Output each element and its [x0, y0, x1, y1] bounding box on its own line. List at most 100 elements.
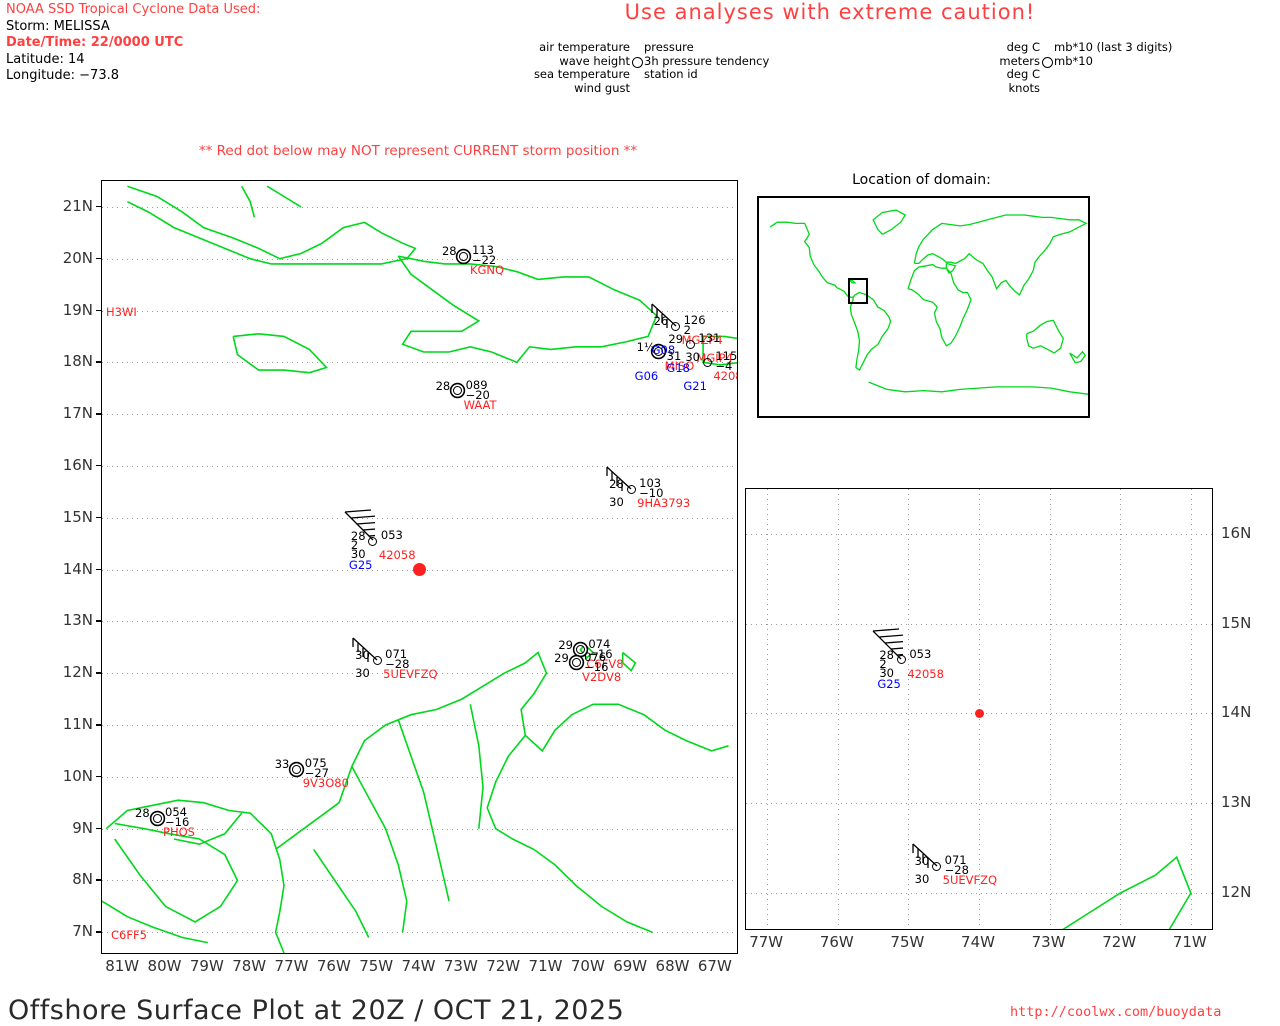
legend-left-label: deg C: [1006, 40, 1040, 54]
wind-barb-icon: [650, 303, 677, 329]
station-pressure-tendency: −27: [304, 766, 329, 781]
lat-tick-mark: [96, 724, 102, 726]
station-pressure: 074: [588, 636, 611, 651]
lat-tick-mark: [96, 775, 102, 778]
lat-tick-mark: [96, 257, 102, 260]
legend-left-label: air temperature: [539, 40, 630, 54]
zoom-lat-tick-label: 14N: [1221, 703, 1252, 722]
station-pressure-tendency: −20: [465, 387, 490, 402]
coastline-path: [486, 734, 653, 934]
gridline-horizontal: [102, 518, 737, 519]
station-id-label: MGIP4: [696, 351, 733, 366]
station-wave-height: 2: [350, 538, 359, 553]
legend-left-label: sea temperature: [533, 67, 630, 81]
station-pressure-tendency: −22: [471, 253, 497, 268]
storm-position-dot[interactable]: [413, 563, 426, 577]
station-id-label: MGZP4: [681, 333, 723, 348]
zoom-lat-tick-label: 12N: [1221, 883, 1252, 902]
location-inset-panel[interactable]: [757, 196, 1090, 418]
gridline-horizontal: [102, 932, 737, 933]
wind-barb-icon: [872, 627, 904, 660]
station-pressure-tendency: −28: [944, 863, 969, 878]
legend-right-label: pressure: [644, 40, 694, 54]
main-map-coastline: [102, 185, 737, 953]
header-storm: Storm: MELISSA: [6, 18, 110, 34]
station-symbol-icon[interactable]: [685, 339, 695, 349]
station-wind-gust: G25: [877, 676, 901, 691]
lon-tick-label: 79W: [189, 957, 224, 975]
station-symbol-icon[interactable]: [702, 357, 712, 367]
station-pressure: 075: [304, 756, 327, 771]
gridline-horizontal: [746, 803, 1212, 804]
caution-banner: Use analyses with extreme caution!: [0, 0, 1280, 24]
wind-barb-icon: [352, 637, 378, 663]
station-pressure-tendency: −10: [639, 486, 664, 501]
station-air-temperature: 30: [355, 648, 370, 663]
station-pressure: 103: [639, 476, 662, 491]
station-symbol-icon[interactable]: [896, 655, 906, 665]
lat-tick-label: 18N: [62, 352, 93, 371]
station-air-temperature: 33: [274, 757, 290, 772]
station-id-label: 9V3O80: [302, 776, 349, 791]
station-pressure: 089: [465, 377, 488, 392]
main-map-panel[interactable]: 28 113 −22 KGNQ 28 089 −20 WAAT 28 30 103 −10 9HA379…: [101, 180, 738, 954]
station-symbol-icon[interactable]: [368, 536, 378, 546]
lon-tick-label: 73W: [443, 957, 478, 975]
coastline-path: [1062, 855, 1192, 929]
station-symbol-icon[interactable]: [654, 347, 664, 357]
station-pressure: 053: [909, 646, 932, 661]
coastline-path: [102, 900, 208, 944]
gridline-horizontal: [746, 624, 1212, 625]
main-map-stations: 28 113 −22 KGNQ 28 089 −20 WAAT 28 30 103 −10 9HA379…: [102, 181, 737, 953]
storm-position-dot[interactable]: [974, 708, 984, 718]
coastline-path: [469, 704, 484, 829]
gridline-horizontal: [746, 893, 1212, 894]
station-id-label: V2DV8: [582, 669, 622, 684]
station-pressure: 053: [380, 528, 403, 543]
zoom-lon-tick-label: 76W: [819, 933, 854, 951]
station-air-temperature: 1½: [636, 339, 656, 354]
zoom-inset-coastline: [1062, 855, 1192, 929]
header-datetime: Date/Time: 22/0000 UTC: [6, 35, 184, 50]
station-symbol-icon[interactable]: [152, 813, 162, 823]
zoom-inset-panel[interactable]: 28 2 30 053 42058 G25 30 30 071 −28 5UEVFZQ: [745, 488, 1213, 930]
lat-tick-mark: [96, 672, 102, 674]
lat-tick-label: 19N: [62, 300, 93, 319]
station-symbol-icon[interactable]: [459, 251, 469, 261]
lat-tick-label: 13N: [62, 611, 93, 630]
station-wind-gust: G25: [348, 558, 373, 573]
lat-tick-label: 7N: [72, 922, 93, 941]
edge-station-label: H3WI: [106, 305, 137, 320]
gridline-horizontal: [102, 466, 737, 467]
station-sea-temperature: 30: [879, 665, 894, 680]
station-id-label: PHOS: [163, 825, 195, 840]
legend-left-label: deg C: [1006, 67, 1040, 81]
station-symbol-icon[interactable]: [575, 645, 585, 655]
wind-barb-icon: [344, 509, 375, 541]
station-symbol-icon[interactable]: [671, 321, 681, 331]
station-symbol-icon[interactable]: [626, 484, 636, 494]
wind-barb-icon: [606, 466, 632, 492]
station-id-label: 42085: [713, 369, 737, 384]
lat-tick-mark: [96, 464, 102, 467]
world-coastline-path: [872, 209, 907, 235]
station-symbol-icon[interactable]: [932, 861, 942, 871]
coastline-path: [266, 185, 302, 208]
station-symbol-icon[interactable]: [372, 655, 382, 665]
lon-tick-label: 77W: [274, 957, 309, 975]
station-symbol-icon[interactable]: [292, 764, 302, 774]
gridline-horizontal: [102, 725, 737, 726]
world-coastline-path: [769, 221, 854, 298]
station-wind-gust: G08: [651, 343, 676, 358]
lon-tick-label: 70W: [570, 957, 605, 975]
station-id-label: 42058: [907, 666, 944, 681]
zoom-lat-tick-label: 13N: [1221, 793, 1252, 812]
coastline-path: [173, 812, 243, 846]
gridline-vertical: [908, 489, 909, 929]
main-map-grid: [102, 181, 737, 953]
lat-tick-mark: [96, 879, 102, 881]
source-url[interactable]: http://coolwx.com/buoydata: [1010, 1004, 1222, 1020]
world-coastline-path: [1026, 319, 1065, 354]
station-symbol-icon[interactable]: [453, 386, 463, 396]
station-symbol-icon[interactable]: [571, 658, 581, 668]
